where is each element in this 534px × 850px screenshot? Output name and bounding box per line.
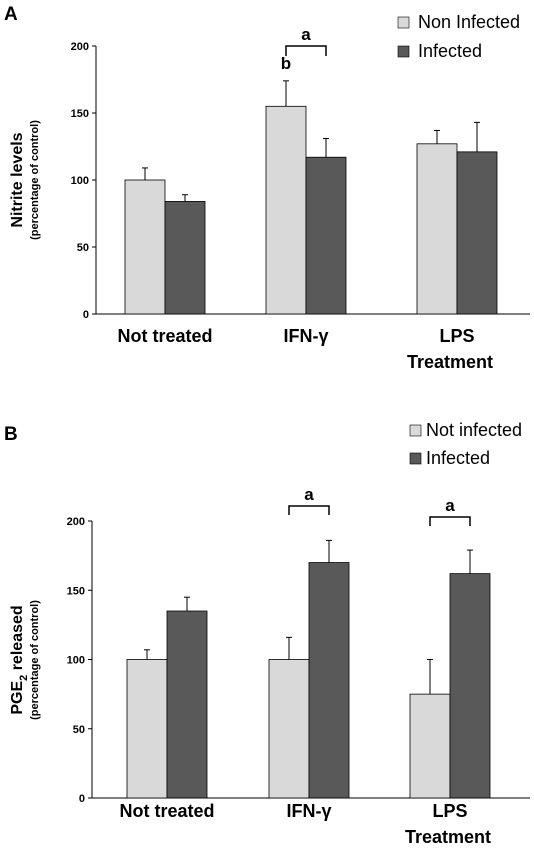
panel-a-bar-light [124,179,166,315]
panel-b-bar-light [268,659,310,799]
panel-b-legend-swatch [409,452,422,465]
panel-b-letter: B [4,424,18,445]
panel-b-bar-dark [166,610,208,799]
panel-b-bar-light [126,659,168,799]
panel-a-significance-bracket [285,45,327,56]
panel-a-plot: 0 50 100 150 200 Not treated IFN-γ LPS Non Infec… [71,12,530,346]
panel-b-legend-label: Not infected [426,420,522,440]
panel-b-xlabel: Treatment [405,827,491,847]
panel-a-ylabel-sub: (percentage of control) [29,120,41,240]
panel-b-category-label: LPS [432,801,467,821]
panel-b-ylabel: PGE2 released [9,605,30,714]
panel-a-category-label: IFN-γ [284,326,329,346]
panel-a-legend-swatch [397,16,410,29]
panel-b-y-tick-label: 50 [73,724,85,736]
panel-b-y-tick-label: 200 [67,516,85,528]
panel-b-category-label: Not treated [119,801,214,821]
panel-b-ylabel-suffix: released [9,605,26,674]
panel-a-y-tick-label: 50 [77,242,89,254]
panel-b-significance-bracket [429,516,471,526]
panel-b-significance-bracket [288,505,330,515]
panel-b-bar-dark [308,562,350,799]
panel-a-legend-swatch [397,45,410,58]
panel-a-legend-label: Non Infected [418,12,520,32]
panel-b-legend-swatch [409,424,422,437]
panel-a-bar-dark [456,151,498,315]
panel-a-bar-light [265,105,307,315]
panel-a-y-tick-label: 0 [83,309,89,321]
panel-b-category-label: IFN-γ [287,801,332,821]
panel-b-significance-label: a [445,496,455,515]
panel-a-y-tick-label: 150 [71,108,89,120]
panel-b-ylabel-sub: (percentage of control) [29,600,41,720]
panel-a-annotation-label: b [281,54,291,73]
panel-a-legend-label: Infected [418,41,482,61]
panel-b-ylabel-main: PGE [9,681,26,715]
panel-b-y-tick-label: 100 [67,655,85,667]
panel-b-y-tick-label: 150 [67,585,85,597]
panel-a-ylabel: Nitrite levels [9,132,26,227]
panel-b-legend-label: Infected [426,448,490,468]
panel-a-bar-dark [305,156,347,315]
panel-b-significance-label: a [304,485,314,504]
panel-a-y-tick-label: 200 [71,41,89,53]
panel-a-xlabel: Treatment [407,352,493,372]
panel-a-category-label: LPS [439,326,474,346]
panel-a-category-label: Not treated [117,326,212,346]
panel-b-bar-light [409,693,451,799]
panel-a-y-tick-label: 100 [71,175,89,187]
panel-a-bar-dark [164,201,206,315]
panel-a-bar-light [416,143,458,315]
panel-a-significance-label: a [301,25,311,44]
panel-b-bar-dark [449,573,491,799]
panel-b-ylabel-subscript: 2 [18,675,30,681]
panel-b-plot: 0 50 100 150 200 Not treated IFN-γ LPS Not infec… [67,420,530,821]
panel-b-y-tick-label: 0 [79,793,85,805]
panel-a-letter: A [4,4,18,25]
